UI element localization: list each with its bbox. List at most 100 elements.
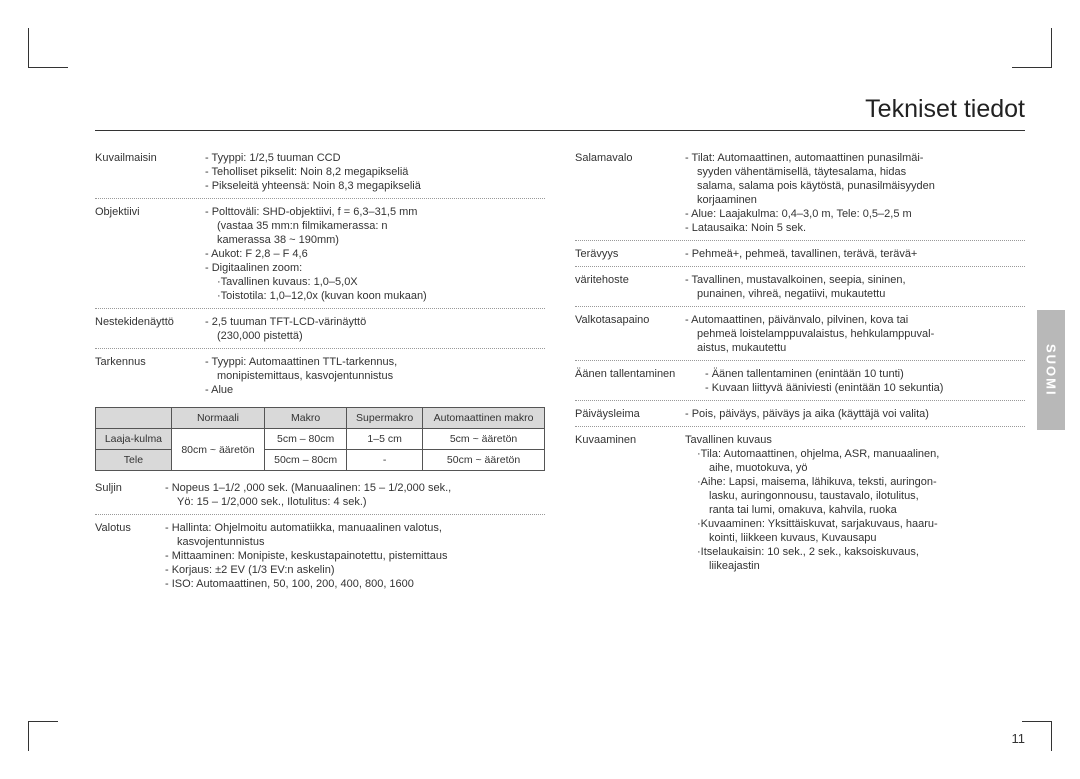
language-label: SUOMI bbox=[1044, 344, 1059, 397]
spec-label: Objektiivi bbox=[95, 206, 205, 304]
spec-value: - Äänen tallentaminen (enintään 10 tunti… bbox=[705, 368, 1025, 396]
spec-value: - Tyyppi: Automaattinen TTL-tarkennus, mo… bbox=[205, 356, 545, 398]
spec-line: ·Kuvaaminen: Yksittäiskuvat, sarjakuvaus… bbox=[685, 518, 1025, 530]
spec-value: - Pois, päiväys, päiväys ja aika (käyttä… bbox=[685, 408, 1025, 422]
spec-row: Salamavalo- Tilat: Automaattinen, automa… bbox=[575, 149, 1025, 241]
spec-value: - Pehmeä+, pehmeä, tavallinen, terävä, t… bbox=[685, 248, 1025, 262]
table-cell: - bbox=[347, 450, 423, 471]
spec-label: Salamavalo bbox=[575, 152, 685, 236]
spec-label: Suljin bbox=[95, 482, 165, 510]
spec-line: - Pois, päiväys, päiväys ja aika (käyttä… bbox=[685, 408, 1025, 420]
spec-line: - Automaattinen, päivänvalo, pilvinen, k… bbox=[685, 314, 1025, 326]
page-title: Tekniset tiedot bbox=[95, 95, 1025, 124]
spec-line: kamerassa 38 ~ 190mm) bbox=[205, 234, 545, 246]
spec-line: - Tyyppi: 1/2,5 tuuman CCD bbox=[205, 152, 545, 164]
spec-line: - Digitaalinen zoom: bbox=[205, 262, 545, 274]
spec-line: punainen, vihreä, negatiivi, mukautettu bbox=[685, 288, 1025, 300]
table-header: Supermakro bbox=[347, 408, 423, 429]
spec-value: Tavallinen kuvaus·Tila: Automaattinen, o… bbox=[685, 434, 1025, 574]
table-header: Automaattinen makro bbox=[423, 408, 545, 429]
spec-value: - Nopeus 1–1/2 ,000 sek. (Manuaalinen: 1… bbox=[165, 482, 545, 510]
spec-line: - Pikseleitä yhteensä: Noin 8,3 megapiks… bbox=[205, 180, 545, 192]
spec-line: - Teholliset pikselit: Noin 8,2 megapiks… bbox=[205, 166, 545, 178]
spec-line: ·Itselaukaisin: 10 sek., 2 sek., kaksois… bbox=[685, 546, 1025, 558]
spec-row: Valkotasapaino- Automaattinen, päivänval… bbox=[575, 311, 1025, 361]
spec-line: - Aukot: F 2,8 – F 4,6 bbox=[205, 248, 545, 260]
spec-value: - Automaattinen, päivänvalo, pilvinen, k… bbox=[685, 314, 1025, 356]
spec-row: Päiväysleima- Pois, päiväys, päiväys ja … bbox=[575, 405, 1025, 427]
spec-line: pehmeä loistelamppuvalaistus, hehkulampp… bbox=[685, 328, 1025, 340]
spec-row: Kuvailmaisin- Tyyppi: 1/2,5 tuuman CCD- … bbox=[95, 149, 545, 199]
spec-label: Äänen tallentaminen bbox=[575, 368, 705, 396]
spec-row: Äänen tallentaminen- Äänen tallentaminen… bbox=[575, 365, 1025, 401]
spec-line: liikeajastin bbox=[685, 560, 1025, 572]
spec-line: ranta tai lumi, omakuva, kahvila, ruoka bbox=[685, 504, 1025, 516]
spec-label: Valkotasapaino bbox=[575, 314, 685, 356]
spec-line: kasvojentunnistus bbox=[165, 536, 545, 548]
spec-line: - Tilat: Automaattinen, automaattinen pu… bbox=[685, 152, 1025, 164]
crop-mark-tr bbox=[1012, 28, 1052, 68]
language-tab: SUOMI bbox=[1037, 310, 1065, 430]
spec-line: syyden vähentämisellä, täytesalama, hida… bbox=[685, 166, 1025, 178]
page-number: 11 bbox=[1012, 731, 1026, 746]
table-header: Makro bbox=[265, 408, 347, 429]
spec-line: - Kuvaan liittyvä ääniviesti (enintään 1… bbox=[705, 382, 1025, 394]
spec-line: salama, salama pois käytöstä, punasilmäi… bbox=[685, 180, 1025, 192]
table-cell: 50cm – 80cm bbox=[265, 450, 347, 471]
table-header: Normaali bbox=[171, 408, 264, 429]
spec-line: - Tavallinen, mustavalkoinen, seepia, si… bbox=[685, 274, 1025, 286]
spec-row: Nestekidenäyttö- 2,5 tuuman TFT-LCD-väri… bbox=[95, 313, 545, 349]
spec-line: - Korjaus: ±2 EV (1/3 EV:n askelin) bbox=[165, 564, 545, 576]
spec-line: kointi, liikkeen kuvaus, Kuvausapu bbox=[685, 532, 1025, 544]
table-cell: 5cm ~ ääretön bbox=[423, 429, 545, 450]
spec-value: - Tavallinen, mustavalkoinen, seepia, si… bbox=[685, 274, 1025, 302]
spec-line: (vastaa 35 mm:n filmikamerassa: n bbox=[205, 220, 545, 232]
spec-line: - 2,5 tuuman TFT-LCD-värinäyttö bbox=[205, 316, 545, 328]
spec-line: - ISO: Automaattinen, 50, 100, 200, 400,… bbox=[165, 578, 545, 590]
spec-value: - Tilat: Automaattinen, automaattinen pu… bbox=[685, 152, 1025, 236]
spec-line: - Alue: Laajakulma: 0,4–3,0 m, Tele: 0,5… bbox=[685, 208, 1025, 220]
crop-mark-bl bbox=[28, 721, 58, 751]
spec-line: Yö: 15 – 1/2,000 sek., Ilotulitus: 4 sek… bbox=[165, 496, 545, 508]
spec-value: - Tyyppi: 1/2,5 tuuman CCD - Teholliset p… bbox=[205, 152, 545, 194]
table-cell: 50cm ~ ääretön bbox=[423, 450, 545, 471]
range-table: NormaaliMakroSupermakroAutomaattinen mak… bbox=[95, 407, 545, 471]
table-cell: 80cm ~ ääretön bbox=[171, 429, 264, 471]
spec-line: korjaaminen bbox=[685, 194, 1025, 206]
spec-line: ·Toistotila: 1,0–12,0x (kuvan koon mukaa… bbox=[205, 290, 545, 302]
table-row-header: Laaja-kulma bbox=[96, 429, 172, 450]
spec-line: - Alue bbox=[205, 384, 545, 396]
spec-row: Suljin- Nopeus 1–1/2 ,000 sek. (Manuaali… bbox=[95, 479, 545, 515]
spec-row: Terävyys- Pehmeä+, pehmeä, tavallinen, t… bbox=[575, 245, 1025, 267]
table-header bbox=[96, 408, 172, 429]
page-content: Tekniset tiedot Kuvailmaisin- Tyyppi: 1/… bbox=[95, 95, 1025, 724]
spec-label: Kuvaaminen bbox=[575, 434, 685, 574]
spec-line: - Mittaaminen: Monipiste, keskustapainot… bbox=[165, 550, 545, 562]
spec-row: väritehoste- Tavallinen, mustavalkoinen,… bbox=[575, 271, 1025, 307]
spec-line: - Polttoväli: SHD-objektiivi, f = 6,3–31… bbox=[205, 206, 545, 218]
spec-row: Tarkennus- Tyyppi: Automaattinen TTL-tar… bbox=[95, 353, 545, 401]
spec-line: ·Aihe: Lapsi, maisema, lähikuva, teksti,… bbox=[685, 476, 1025, 488]
spec-line: monipistemittaus, kasvojentunnistus bbox=[205, 370, 545, 382]
spec-line: - Äänen tallentaminen (enintään 10 tunti… bbox=[705, 368, 1025, 380]
spec-line: ·Tavallinen kuvaus: 1,0–5,0X bbox=[205, 276, 545, 288]
spec-label: Päiväysleima bbox=[575, 408, 685, 422]
spec-line: ·Tila: Automaattinen, ohjelma, ASR, manu… bbox=[685, 448, 1025, 460]
spec-line: - Tyyppi: Automaattinen TTL-tarkennus, bbox=[205, 356, 545, 368]
crop-mark-tl bbox=[28, 28, 68, 68]
spec-label: Kuvailmaisin bbox=[95, 152, 205, 194]
title-row: Tekniset tiedot bbox=[95, 95, 1025, 131]
spec-line: - Nopeus 1–1/2 ,000 sek. (Manuaalinen: 1… bbox=[165, 482, 545, 494]
spec-line: lasku, auringonnousu, taustavalo, ilotul… bbox=[685, 490, 1025, 502]
spec-label: Nestekidenäyttö bbox=[95, 316, 205, 344]
spec-row: Objektiivi- Polttoväli: SHD-objektiivi, … bbox=[95, 203, 545, 309]
spec-label: Valotus bbox=[95, 522, 165, 592]
spec-line: - Pehmeä+, pehmeä, tavallinen, terävä, t… bbox=[685, 248, 1025, 260]
spec-line: aistus, mukautettu bbox=[685, 342, 1025, 354]
columns: Kuvailmaisin- Tyyppi: 1/2,5 tuuman CCD- … bbox=[95, 149, 1025, 595]
spec-row: KuvaaminenTavallinen kuvaus·Tila: Automa… bbox=[575, 431, 1025, 577]
spec-line: aihe, muotokuva, yö bbox=[685, 462, 1025, 474]
spec-value: - Hallinta: Ohjelmoitu automatiikka, man… bbox=[165, 522, 545, 592]
table-cell: 5cm – 80cm bbox=[265, 429, 347, 450]
table-row-header: Tele bbox=[96, 450, 172, 471]
